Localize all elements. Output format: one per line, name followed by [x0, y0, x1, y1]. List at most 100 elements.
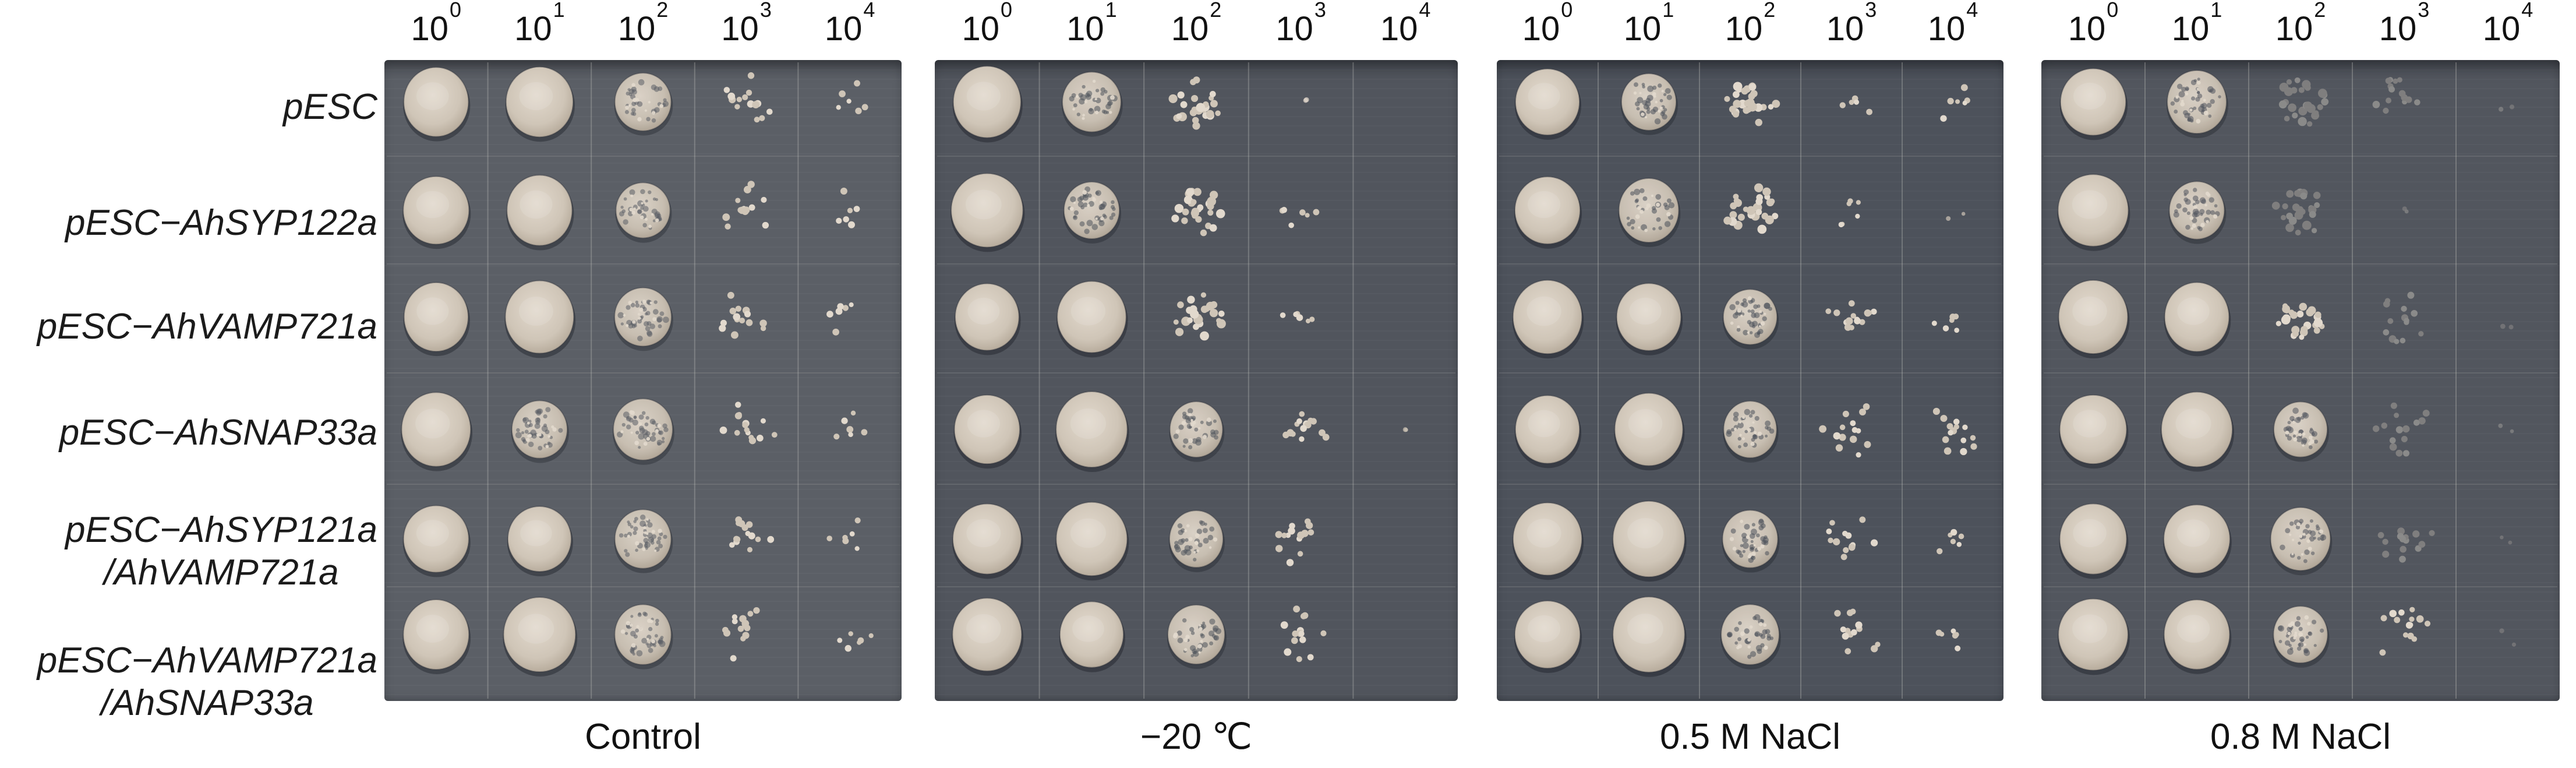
colony-spot	[833, 410, 868, 440]
dilution-label: 104	[2456, 0, 2560, 56]
dilution-exponent: 2	[1210, 0, 1222, 22]
colony-spot	[722, 181, 769, 230]
colony-spot	[2161, 391, 2234, 472]
panel-caption: 0.8 M NaCl	[2210, 717, 2391, 757]
colony-spot	[1512, 502, 1584, 580]
colony-spot	[1167, 604, 1227, 669]
colony-spot	[402, 505, 471, 577]
dilution-label: 102	[591, 0, 695, 56]
colony-spot	[1168, 76, 1221, 130]
colony-spot	[1514, 600, 1582, 673]
colony-spot	[2059, 394, 2129, 469]
colony-spot	[826, 302, 854, 336]
colony-spot	[615, 182, 672, 243]
colony-spot	[2059, 503, 2129, 579]
colony-spot	[2372, 402, 2430, 457]
dilution-label: 104	[798, 0, 902, 56]
dilution-label: 103	[1801, 0, 1902, 56]
dilution-exponent: 4	[863, 0, 875, 22]
colony-spot	[1722, 288, 1779, 350]
panel-control: 100 101 102 103 104 Control	[384, 0, 902, 768]
colony-spot	[511, 400, 569, 463]
dilution-exponent: 4	[2521, 0, 2533, 22]
plate-photo	[384, 60, 902, 701]
colony-spot	[1932, 407, 1977, 456]
dilution-label: 101	[1598, 0, 1699, 56]
colony-spot	[1825, 300, 1877, 331]
colony-spot	[722, 607, 760, 662]
colony-spot	[2163, 504, 2232, 578]
dilution-exponent: 2	[1764, 0, 1776, 22]
colony-spot	[1931, 313, 1960, 333]
row-label: pESC−AhSNAP33a	[59, 411, 377, 454]
colony-spot	[1940, 84, 1970, 122]
dilution-exponent: 0	[1561, 0, 1573, 22]
dilution-label: 100	[1497, 0, 1598, 56]
dilution-exponent: 1	[2210, 0, 2222, 22]
colony-spot	[2499, 628, 2517, 647]
colony-spot	[1055, 501, 1129, 581]
dilution-exponent: 1	[1105, 0, 1117, 22]
colony-spot	[2273, 401, 2329, 462]
colony-spot	[2278, 77, 2329, 127]
colony-spot	[2270, 506, 2333, 576]
dilution-headers: 100 101 102 103 104	[2041, 0, 2560, 56]
colony-spot	[1171, 188, 1225, 237]
colony-spot	[952, 597, 1024, 676]
row-label-line: /AhVAMP721a	[104, 552, 339, 593]
colony-spot	[2379, 607, 2431, 656]
dilution-label: 102	[2249, 0, 2352, 56]
dilution-label: 103	[695, 0, 798, 56]
colony-spot	[2058, 279, 2130, 359]
colony-spot	[1937, 529, 1964, 555]
colony-spot	[614, 604, 673, 670]
colony-spot	[826, 517, 861, 551]
colony-spot	[1055, 391, 1129, 472]
dilution-exponent: 2	[2314, 0, 2326, 22]
dilution-label: 102	[1144, 0, 1249, 56]
colony-spot	[402, 599, 471, 674]
colony-spot	[836, 80, 868, 115]
dilution-label: 100	[935, 0, 1040, 56]
dilution-exponent: 3	[2418, 0, 2430, 22]
dilution-label: 102	[1699, 0, 1801, 56]
colony-spot	[1612, 596, 1687, 677]
colony-spot	[1282, 411, 1330, 442]
colony-spot	[1621, 73, 1678, 135]
colony-spot	[719, 401, 778, 445]
colony-spot	[837, 631, 874, 652]
colony-spot	[723, 72, 773, 123]
dilution-exponent: 3	[1865, 0, 1877, 22]
colony-spot	[1168, 510, 1225, 572]
colony-spot	[401, 392, 473, 471]
colony-spot	[1063, 181, 1122, 244]
row-label: pESC−AhSYP122a	[65, 202, 377, 244]
colony-spot	[2058, 598, 2130, 675]
colony-spot	[1826, 516, 1878, 561]
colony-spot	[1279, 207, 1320, 228]
dilution-exponent: 0	[1001, 0, 1013, 22]
colony-spot	[1062, 71, 1123, 137]
dilution-exponent: 1	[1662, 0, 1674, 22]
colony-spot	[614, 72, 673, 136]
colony-spot	[2377, 527, 2435, 563]
colony-spot	[954, 283, 1021, 355]
colony-spot	[1614, 392, 1685, 471]
colony-spot	[1514, 68, 1582, 140]
dilution-headers: 100 101 102 103 104	[1497, 0, 2003, 56]
row-label-line: pESC	[283, 87, 377, 127]
dilution-label: 104	[1353, 0, 1458, 56]
dilution-label: 100	[2041, 0, 2145, 56]
colony-spot	[2500, 535, 2513, 545]
colony-spot	[2057, 174, 2130, 251]
colony-spot	[403, 281, 470, 357]
dilution-headers: 100 101 102 103 104	[935, 0, 1458, 56]
plate-photo	[935, 60, 1458, 701]
colony-spot	[950, 172, 1025, 252]
colony-spot	[2275, 302, 2325, 340]
dilution-label: 101	[2145, 0, 2249, 56]
colony-spot	[1723, 400, 1779, 463]
row-label-line: pESC−AhSYP121a	[65, 510, 377, 550]
colony-spot	[1722, 509, 1780, 573]
colony-spot	[1720, 604, 1781, 670]
